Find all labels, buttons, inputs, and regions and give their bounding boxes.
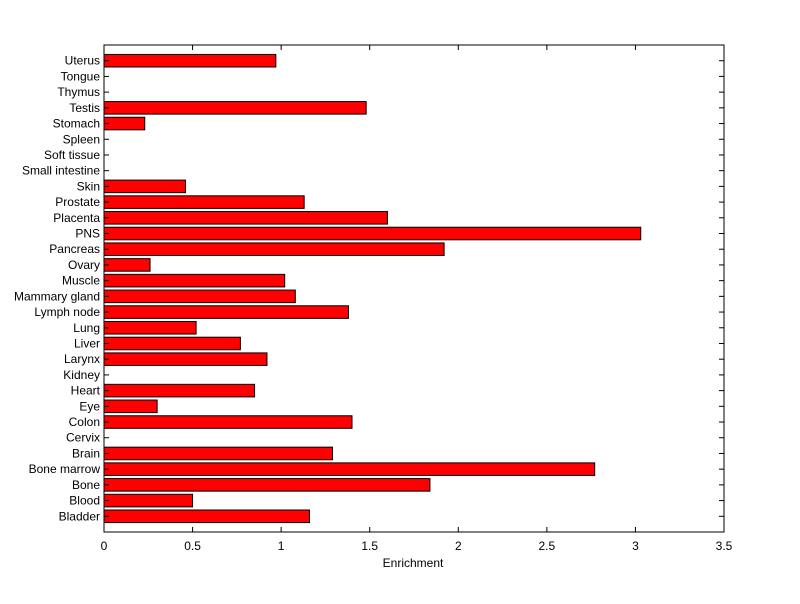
x-tick-label: 3 — [632, 539, 639, 553]
x-tick-label: 1.5 — [361, 539, 378, 553]
bar-pancreas — [103, 242, 445, 257]
bar-bone-marrow — [103, 462, 596, 476]
y-tick-label-stomach: Stomach — [53, 117, 100, 131]
y-tick-label-bone-marrow: Bone marrow — [29, 462, 101, 476]
y-tick-label-soft-tissue: Soft tissue — [44, 148, 100, 162]
x-tick-label: 1 — [278, 539, 285, 553]
bar-placenta — [103, 211, 388, 225]
y-tick-label-uterus: Uterus — [65, 54, 100, 68]
bar-eye — [103, 399, 158, 414]
x-axis-label: Enrichment — [383, 556, 444, 570]
y-tick-label-eye: Eye — [79, 399, 100, 413]
bar-muscle — [103, 273, 286, 288]
bar-bone — [103, 478, 431, 492]
plot-frame — [103, 44, 725, 533]
y-tick-label-mammary-gland: Mammary gland — [14, 289, 100, 303]
y-tick-label-skin: Skin — [77, 179, 100, 193]
bar-skin — [103, 179, 186, 194]
y-tick-label-lung: Lung — [73, 321, 100, 335]
x-tick-label: 2.5 — [539, 539, 556, 553]
bar-bladder — [103, 509, 310, 524]
bar-colon — [103, 415, 353, 429]
bar-ovary — [103, 258, 151, 272]
y-tick-label-placenta: Placenta — [53, 211, 100, 225]
bars-layer — [103, 53, 642, 524]
y-tick-label-lymph-node: Lymph node — [34, 305, 100, 319]
bar-lung — [103, 320, 197, 335]
y-tick-label-colon: Colon — [69, 415, 100, 429]
y-tick-label-blood: Blood — [69, 494, 100, 508]
bar-pns — [103, 226, 642, 241]
bar-uterus — [103, 53, 277, 68]
y-tick-label-small-intestine: Small intestine — [22, 164, 100, 178]
y-tick-label-spleen: Spleen — [63, 132, 100, 146]
x-tick-label: 0.5 — [184, 539, 201, 553]
bar-testis — [103, 101, 367, 115]
y-tick-label-brain: Brain — [72, 446, 100, 460]
y-tick-label-pns: PNS — [75, 227, 100, 241]
bar-heart — [103, 383, 256, 398]
y-tick-label-muscle: Muscle — [62, 274, 100, 288]
y-tick-label-thymus: Thymus — [57, 85, 100, 99]
y-tick-label-bone: Bone — [72, 478, 100, 492]
x-tick-label: 2 — [455, 539, 462, 553]
bar-prostate — [103, 195, 305, 209]
bar-stomach — [103, 116, 146, 131]
y-tick-label-heart: Heart — [71, 384, 101, 398]
x-tick-label: 0 — [101, 539, 108, 553]
y-tick-label-liver: Liver — [74, 336, 100, 350]
bar-larynx — [103, 352, 268, 366]
bar-liver — [103, 336, 241, 351]
bar-blood — [103, 493, 194, 508]
bar-lymph-node — [103, 305, 349, 319]
x-tick-label: 3.5 — [716, 539, 733, 553]
y-tick-label-kidney: Kidney — [63, 368, 100, 382]
y-tick-label-prostate: Prostate — [55, 195, 100, 209]
y-tick-label-cervix: Cervix — [66, 431, 100, 445]
y-tick-label-larynx: Larynx — [64, 352, 100, 366]
y-tick-label-bladder: Bladder — [59, 509, 100, 523]
y-tick-label-testis: Testis — [69, 101, 100, 115]
y-tick-label-tongue: Tongue — [61, 69, 101, 83]
bar-mammary-gland — [103, 289, 296, 304]
bar-brain — [103, 446, 334, 461]
y-tick-label-pancreas: Pancreas — [49, 242, 100, 256]
y-tick-label-ovary: Ovary — [68, 258, 100, 272]
